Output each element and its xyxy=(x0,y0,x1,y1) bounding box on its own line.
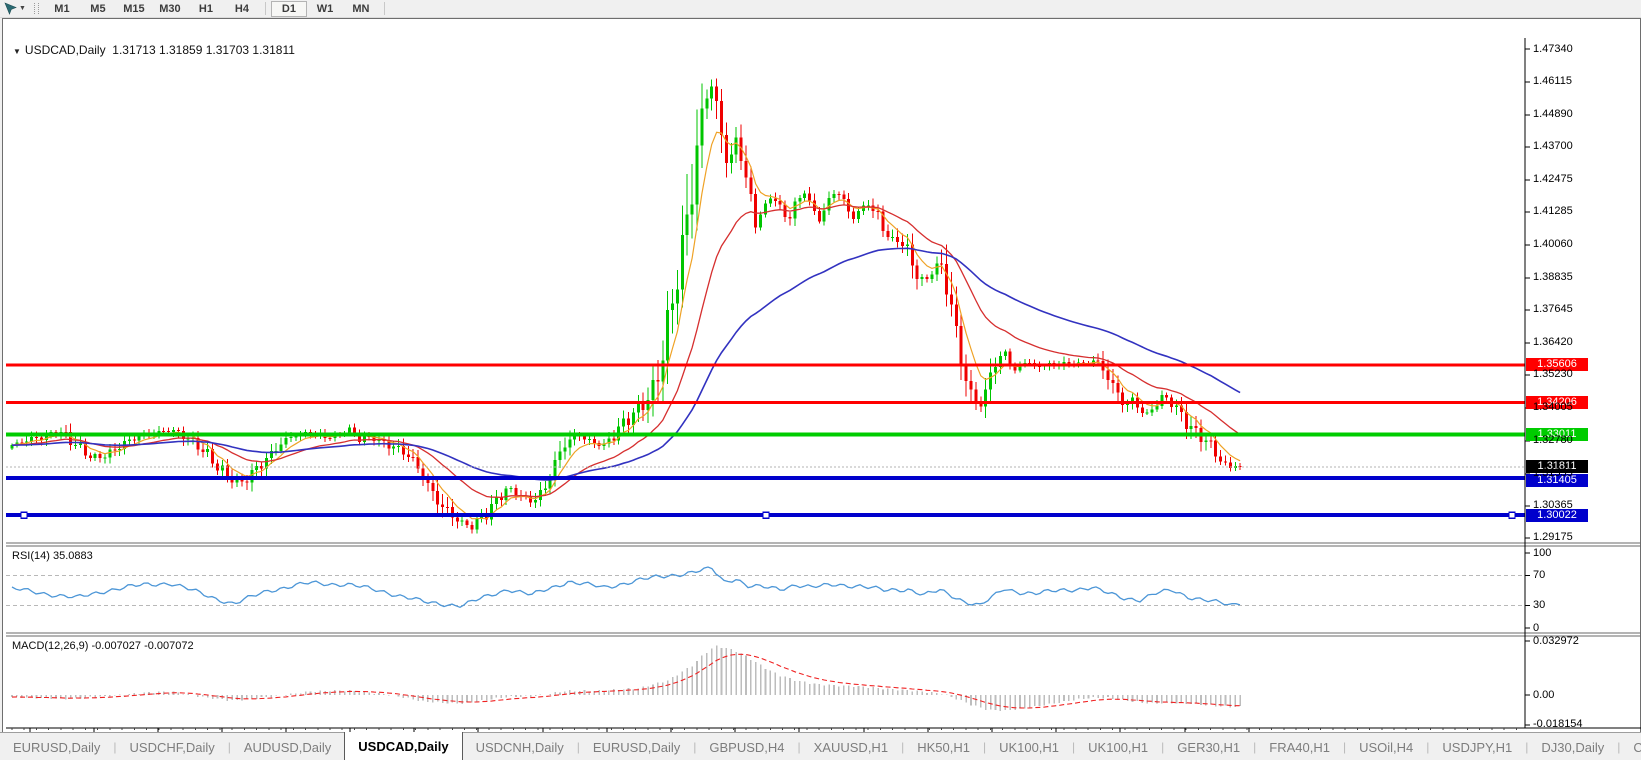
macd-signal-line xyxy=(11,653,1241,709)
tab-separator: | xyxy=(797,740,801,754)
scale-tick-label: 1.37645 xyxy=(1533,303,1573,316)
price-line-label-1.34206: 1.34206 xyxy=(1526,396,1588,410)
timeframe-button-m1[interactable]: M1 xyxy=(54,2,70,15)
tab-usoil-h4[interactable]: USOil,H4 xyxy=(1359,739,1414,755)
timeframe-button-h4[interactable]: H4 xyxy=(234,2,249,15)
symbol-dropdown-icon[interactable]: ▼ xyxy=(13,47,21,56)
toolbar-separator xyxy=(383,2,385,15)
scale-tick-label: 0 xyxy=(1533,621,1540,634)
hline-handle[interactable] xyxy=(1508,511,1516,519)
scale-tick-label: 1.30365 xyxy=(1533,499,1573,512)
tab-separator: | xyxy=(982,740,987,754)
tab-usdchf-daily[interactable]: USDCHF,Daily xyxy=(129,739,215,755)
tab-uk100-h1[interactable]: UK100,H1 xyxy=(1088,739,1149,755)
rsi-line xyxy=(11,566,1241,609)
scale-tick-label: -0.018154 xyxy=(1533,718,1583,731)
timeframe-button-d1[interactable]: D1 xyxy=(270,0,307,17)
tab-separator: | xyxy=(901,740,905,754)
rsi-indicator-label: RSI(14) 35.0883 xyxy=(12,550,93,562)
ma-fast-orange xyxy=(11,131,1241,520)
scale-tick-label: 1.34005 xyxy=(1533,401,1573,414)
hline-handle[interactable] xyxy=(762,511,770,519)
scale-tick-label: 1.44890 xyxy=(1533,108,1573,121)
tab-separator: | xyxy=(693,740,697,754)
tab-separator: | xyxy=(227,740,231,754)
timeframe-toolbar: ▼ M1 M5 M15 M30 H1 H4 D1 W1 MN xyxy=(0,0,1641,18)
price-line-label-1.31811: 1.31811 xyxy=(1526,459,1588,473)
macd-histogram xyxy=(11,645,1241,712)
tool-dropdown-icon[interactable]: ▼ xyxy=(19,5,26,12)
tab-separator: | xyxy=(1072,740,1076,754)
tab-usdcad-daily[interactable]: USDCAD,Daily xyxy=(344,732,463,760)
timeframe-button-h1[interactable]: H1 xyxy=(198,2,213,15)
toolbar-grip[interactable] xyxy=(33,3,39,14)
chart-cursor-icon[interactable] xyxy=(2,2,18,15)
tab-separator: | xyxy=(1426,740,1430,754)
timeframe-button-w1[interactable]: W1 xyxy=(316,2,334,15)
tabs-holder: EURUSD,Daily | USDCHF,Daily | AUDUSD,Daily US… xyxy=(0,732,1641,760)
scale-tick-label: 0.00 xyxy=(1533,688,1555,701)
chart-title: ▼ USDCAD,Daily 1.31713 1.31859 1.31703 1.… xyxy=(13,43,295,57)
ma-slow-blue xyxy=(11,247,1241,481)
scale-tick-label: 100 xyxy=(1533,546,1552,559)
scale-tick-label: 30 xyxy=(1533,599,1546,611)
tab-separator: | xyxy=(1617,740,1621,754)
price-line-label-1.31405: 1.31405 xyxy=(1526,474,1588,488)
tab-china300-h1[interactable]: CHINA300,H1 xyxy=(1633,739,1641,755)
scale-tick-label: 1.32780 xyxy=(1533,434,1573,447)
tab-fra40-h1[interactable]: FRA40,H1 xyxy=(1269,739,1330,755)
timeframe-button-m30[interactable]: M30 xyxy=(159,2,181,15)
tab-separator: | xyxy=(576,740,580,754)
tab-eurusd-daily[interactable]: EURUSD,Daily xyxy=(592,739,681,755)
scale-tick-label: 1.42475 xyxy=(1533,173,1573,186)
toolbar-separator xyxy=(264,2,266,15)
macd-values: -0.007027 -0.007072 xyxy=(91,640,194,652)
tab-usdcnh-daily[interactable]: USDCNH,Daily xyxy=(475,739,564,755)
hline-handle[interactable] xyxy=(20,511,28,519)
tab-gbpusd-h4[interactable]: GBPUSD,H4 xyxy=(709,739,785,755)
scale-tick-label: 1.38835 xyxy=(1533,271,1573,284)
price-line-label-1.35606: 1.35606 xyxy=(1526,358,1588,372)
chart-canvas[interactable] xyxy=(6,38,1641,749)
rsi-value: 35.0883 xyxy=(52,550,93,562)
price-line-label-1.33011: 1.33011 xyxy=(1526,428,1588,442)
tab-xauusd-h1[interactable]: XAUUSD,H1 xyxy=(813,739,889,755)
chart-tab-bar: EURUSD,Daily | USDCHF,Daily | AUDUSD,Daily US… xyxy=(0,732,1641,760)
chart-title-ohlc: 1.31713 1.31859 1.31703 1.31811 xyxy=(112,43,295,57)
chart-window[interactable]: ▼ USDCAD,Daily 1.31713 1.31859 1.31703 1.… xyxy=(0,18,1641,744)
scale-tick-label: 1.36420 xyxy=(1533,336,1573,349)
scale-tick-label: 1.43700 xyxy=(1533,140,1573,153)
horizontal-level-lines[interactable] xyxy=(6,363,1525,519)
tab-separator: | xyxy=(113,740,117,754)
scale-tick-label: 1.47340 xyxy=(1533,42,1573,55)
tab-separator: | xyxy=(1525,740,1529,754)
candlesticks xyxy=(10,78,1242,534)
ma-mid-red xyxy=(11,204,1241,499)
scale-tick-label: 1.46115 xyxy=(1533,75,1572,88)
price-line-label-1.30022: 1.30022 xyxy=(1526,508,1588,522)
scale-tick-label: 0.032972 xyxy=(1533,634,1579,647)
scale-tick-label: 1.31555 xyxy=(1533,467,1573,480)
tab-separator: | xyxy=(1161,740,1165,754)
scale-tick-label: 70 xyxy=(1533,569,1546,581)
tab-ger30-h1[interactable]: GER30,H1 xyxy=(1177,739,1241,755)
tab-hk50-h1[interactable]: HK50,H1 xyxy=(917,739,970,755)
scale-tick-label: 1.29175 xyxy=(1533,531,1573,544)
tab-separator: | xyxy=(1253,740,1257,754)
scale-tick-label: 1.40060 xyxy=(1533,238,1573,251)
tab-eurusd-daily[interactable]: EURUSD,Daily xyxy=(13,739,101,755)
tab-separator: | xyxy=(1342,740,1347,754)
timeframe-button-mn[interactable]: MN xyxy=(352,2,370,15)
timeframe-button-m15[interactable]: M15 xyxy=(123,2,145,15)
timeframe-button-m5[interactable]: M5 xyxy=(90,2,106,15)
chart-title-symbol: USDCAD,Daily xyxy=(24,43,106,57)
scale-tick-label: 1.41285 xyxy=(1533,205,1573,218)
tab-audusd-daily[interactable]: AUDUSD,Daily xyxy=(243,739,332,755)
tab-uk100-h1[interactable]: UK100,H1 xyxy=(999,739,1060,755)
tab-dj30-daily[interactable]: DJ30,Daily xyxy=(1541,739,1605,755)
scale-tick-label: 1.35230 xyxy=(1533,368,1573,381)
macd-indicator-label: MACD(12,26,9) -0.007027 -0.007072 xyxy=(12,640,194,652)
tab-usdjpy-h1[interactable]: USDJPY,H1 xyxy=(1442,739,1513,755)
